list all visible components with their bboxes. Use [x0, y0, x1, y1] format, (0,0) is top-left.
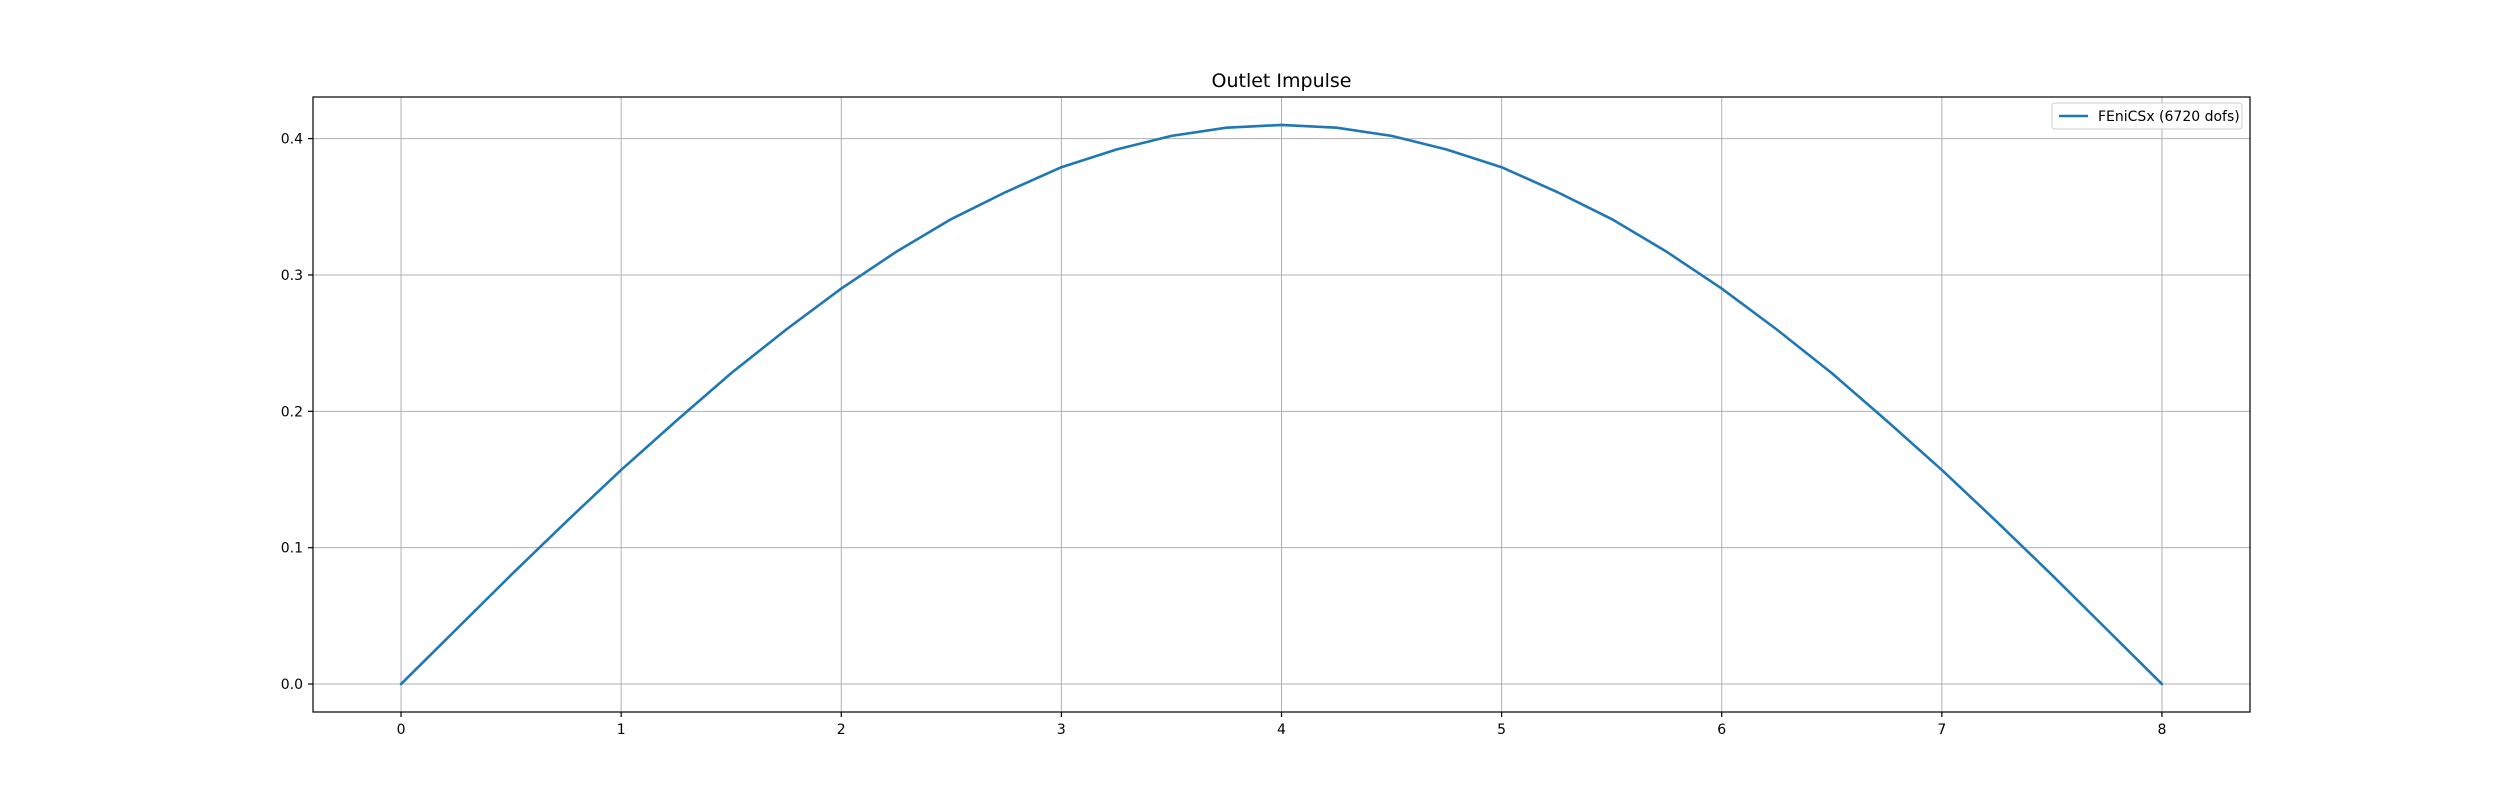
x-tick-label: 8	[2157, 722, 2166, 738]
chart-title: Outlet Impulse	[1212, 70, 1352, 92]
x-tick-label: 3	[1057, 722, 1066, 738]
x-tick-label: 7	[1937, 722, 1946, 738]
x-tick-label: 4	[1277, 722, 1286, 738]
x-tick-label: 6	[1717, 722, 1726, 738]
y-tick-label: 0.2	[281, 404, 303, 420]
x-tick-label: 1	[617, 722, 626, 738]
legend-label: FEniCSx (6720 dofs)	[2098, 109, 2240, 125]
y-tick-label: 0.0	[281, 677, 303, 693]
y-tick-label: 0.3	[281, 268, 303, 284]
grid	[313, 97, 2250, 712]
series-line	[399, 123, 2164, 686]
ticks: 0 1 2 3 4 5 6 7 8 0.0 0.1 0.2 0.3 0.4	[281, 132, 2167, 738]
series-layer	[399, 123, 2164, 686]
x-tick-label: 0	[397, 722, 406, 738]
legend-box	[2051, 102, 2243, 130]
y-tick-label: 0.1	[281, 541, 303, 557]
x-tick-label: 2	[837, 722, 846, 738]
legend: FEniCSx (6720 dofs)	[2051, 102, 2243, 130]
y-tick-label: 0.4	[281, 132, 303, 148]
x-tick-label: 5	[1497, 722, 1506, 738]
